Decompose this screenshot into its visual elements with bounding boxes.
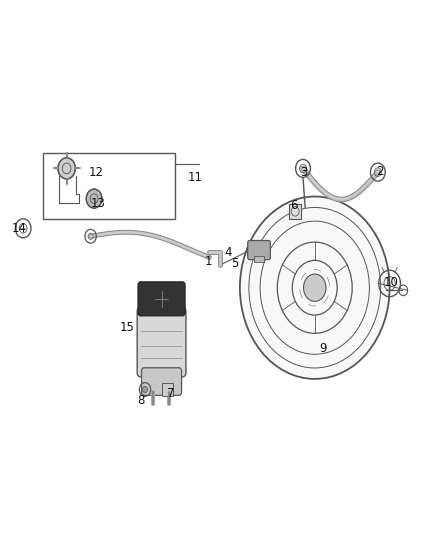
Bar — [254, 256, 264, 262]
Text: 12: 12 — [89, 166, 104, 179]
Circle shape — [304, 274, 326, 301]
Text: 15: 15 — [119, 321, 134, 334]
Circle shape — [142, 386, 148, 393]
Text: 10: 10 — [384, 276, 398, 289]
Text: 8: 8 — [137, 393, 145, 407]
Text: 2: 2 — [376, 165, 384, 177]
Text: 13: 13 — [91, 197, 106, 211]
Text: 5: 5 — [231, 257, 239, 270]
Circle shape — [240, 197, 390, 379]
Text: 14: 14 — [11, 222, 26, 235]
Text: 1: 1 — [205, 255, 212, 268]
Bar — [162, 383, 173, 397]
Bar — [289, 204, 301, 219]
Text: 4: 4 — [224, 246, 231, 259]
Text: 6: 6 — [290, 199, 297, 212]
FancyBboxPatch shape — [248, 240, 270, 260]
Text: 11: 11 — [187, 171, 202, 184]
FancyBboxPatch shape — [138, 282, 185, 316]
FancyBboxPatch shape — [137, 308, 186, 377]
Circle shape — [86, 189, 102, 208]
Text: 9: 9 — [320, 342, 327, 355]
Circle shape — [58, 158, 75, 179]
Text: 3: 3 — [300, 166, 307, 179]
FancyBboxPatch shape — [141, 368, 182, 395]
Text: 7: 7 — [166, 387, 174, 400]
Bar — [43, 152, 176, 219]
